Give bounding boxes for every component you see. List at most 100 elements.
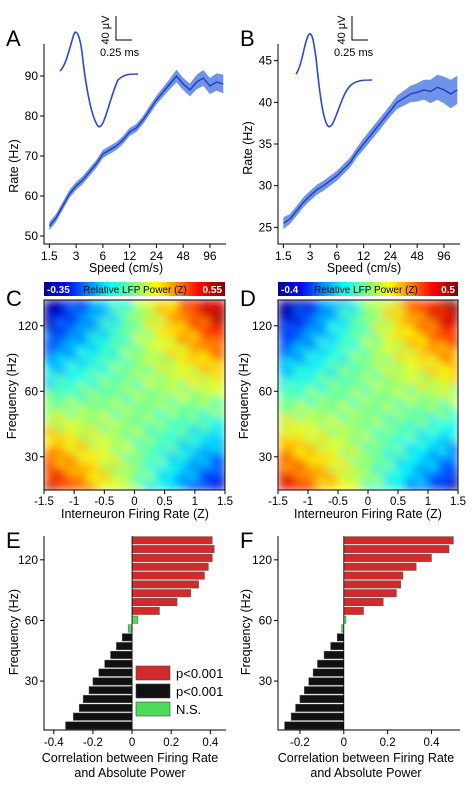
heatmap-cell (128, 407, 136, 415)
heatmap-cell (362, 331, 369, 339)
heatmap-cell (380, 395, 387, 402)
heatmap-cell (374, 420, 381, 428)
heatmap-cell (404, 357, 411, 364)
x-tick-label: 1.5 (41, 249, 58, 263)
heatmap-cell (404, 312, 411, 320)
heatmap-cell (314, 458, 321, 466)
heatmap-cell (440, 477, 447, 485)
heatmap-cell (104, 395, 111, 402)
heatmap-cell (104, 445, 111, 453)
heatmap-cell (314, 312, 321, 320)
correlation-bar (304, 686, 345, 695)
heatmap-cell (68, 439, 75, 447)
heatmap-cell (98, 452, 105, 459)
heatmap-cell (140, 344, 148, 352)
heatmap-cell (140, 439, 148, 447)
heatmap-cell (296, 319, 303, 326)
x-tick-label: 48 (410, 249, 424, 263)
heatmap-cell (356, 357, 363, 364)
heatmap-cell (428, 350, 435, 358)
heatmap-cell (206, 331, 214, 339)
heatmap-cell (428, 395, 435, 402)
heatmap-cell (110, 407, 117, 415)
heatmap-cell (374, 407, 381, 415)
heatmap-cell (92, 338, 99, 345)
heatmap-cell (206, 426, 214, 434)
heatmap-cell (350, 464, 357, 472)
heatmap-cell (134, 395, 142, 402)
heatmap-cell (152, 464, 160, 472)
heatmap-cell (344, 388, 351, 396)
heatmap-cell (356, 319, 363, 326)
heatmap-cell (176, 300, 184, 307)
heatmap-cell (122, 344, 130, 352)
heatmap-cell (356, 426, 363, 434)
heatmap-cell (446, 312, 453, 320)
heatmap-cell (44, 357, 51, 364)
heatmap-cell (140, 382, 148, 390)
panel-b-scale-bar (351, 16, 368, 41)
heatmap-cell (302, 483, 309, 490)
heatmap-cell (194, 452, 202, 459)
heatmap-cell (44, 319, 51, 326)
correlation-bar (308, 677, 345, 686)
heatmap-cell (152, 376, 160, 383)
heatmap-cell (122, 414, 130, 421)
heatmap-cell (398, 306, 405, 314)
heatmap-cell (44, 369, 51, 377)
heatmap-cell (368, 439, 375, 447)
heatmap-cell (176, 439, 184, 447)
heatmap-cell (218, 477, 225, 485)
heatmap-cell (320, 426, 327, 434)
heatmap-cell (146, 344, 154, 352)
heatmap-cell (368, 306, 375, 314)
heatmap-cell (86, 445, 93, 453)
heatmap-cell (104, 306, 111, 314)
heatmap-cell (404, 395, 411, 402)
heatmap-cell (56, 452, 63, 459)
heatmap-cell (62, 433, 69, 440)
heatmap-cell (200, 300, 208, 307)
heatmap-cell (170, 414, 178, 421)
heatmap-cell (68, 464, 75, 472)
heatmap-cell (410, 300, 417, 307)
heatmap-cell (344, 300, 351, 307)
heatmap-cell (200, 350, 208, 358)
correlation-bar (127, 624, 133, 633)
heatmap-cell (368, 471, 375, 478)
heatmap-cell (212, 306, 220, 314)
heatmap-cell (44, 458, 51, 466)
correlation-bar (343, 580, 402, 589)
heatmap-cell (386, 350, 393, 358)
heatmap-cell (314, 426, 321, 434)
heatmap-cell (152, 458, 160, 466)
heatmap-cell (86, 338, 93, 345)
correlation-bar (323, 650, 345, 659)
heatmap-cell (326, 331, 333, 339)
x-tick-label: 1 (192, 496, 198, 508)
heatmap-cell (350, 426, 357, 434)
heatmap-cell (422, 338, 429, 345)
heatmap-cell (206, 363, 214, 371)
heatmap-cell (170, 445, 178, 453)
heatmap-cell (218, 357, 225, 364)
heatmap-cell (212, 344, 220, 352)
heatmap-cell (212, 452, 220, 459)
heatmap-cell (404, 369, 411, 377)
heatmap-cell (332, 369, 339, 377)
heatmap-cell (290, 331, 297, 339)
heatmap-cell (146, 414, 154, 421)
heatmap-cell (104, 338, 111, 345)
heatmap-cell (440, 483, 447, 490)
heatmap-cell (92, 458, 99, 466)
heatmap-cell (320, 388, 327, 396)
heatmap-cell (338, 452, 345, 459)
heatmap-cell (134, 458, 142, 466)
heatmap-cell (188, 338, 196, 345)
heatmap-cell (176, 369, 184, 377)
heatmap-cell (416, 363, 423, 371)
heatmap-cell (158, 433, 166, 440)
heatmap-cell (44, 407, 51, 415)
heatmap-cell (164, 338, 172, 345)
